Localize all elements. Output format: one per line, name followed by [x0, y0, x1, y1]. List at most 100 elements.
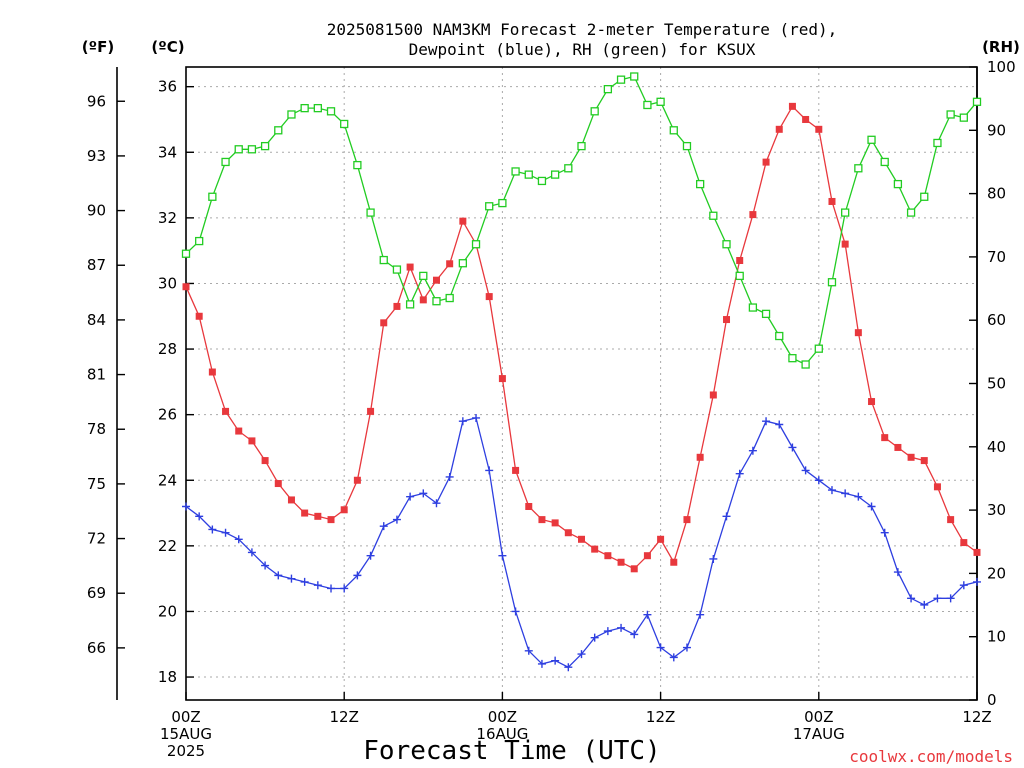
celsius-tick-label: 18: [158, 668, 177, 686]
dewpoint-point: [564, 663, 573, 672]
rh-point: [946, 110, 955, 119]
rh-point: [590, 107, 599, 116]
rh-point: [432, 297, 441, 306]
dewpoint-point: [577, 650, 586, 659]
rh-point: [841, 208, 850, 217]
rh-point: [616, 75, 626, 84]
rh-point: [274, 126, 283, 135]
rh-point: [498, 198, 507, 208]
dewpoint-point: [709, 554, 718, 563]
dewpoint-point: [327, 584, 336, 593]
rh-point: [234, 145, 243, 154]
x-tick-label: 15AUG: [160, 725, 212, 743]
dewpoint-point: [696, 610, 705, 619]
rh-point: [854, 164, 863, 173]
rh-tick-label: 10: [987, 628, 1006, 646]
rh-point: [445, 293, 454, 303]
fahrenheit-tick-label: 78: [87, 420, 106, 438]
rh-point: [287, 110, 296, 119]
x-tick-label: 2025: [167, 742, 205, 760]
celsius-axis-unit: (ºC): [151, 38, 184, 56]
rh-point: [748, 303, 758, 312]
rh-point: [221, 157, 230, 167]
x-tick-label: 12Z: [330, 708, 359, 726]
temperature-point: [208, 368, 216, 376]
gridlines: [186, 67, 977, 700]
temperature-point: [762, 158, 770, 166]
temperature-point: [841, 240, 849, 248]
dewpoint-point: [669, 653, 678, 662]
rh-point: [577, 141, 586, 151]
rh-point: [247, 145, 257, 154]
dewpoint-point: [353, 571, 362, 580]
temperature-point: [933, 483, 941, 491]
dewpoint-point: [261, 561, 270, 570]
temperature-point: [657, 535, 665, 543]
dewpoint-point: [537, 659, 546, 668]
fahrenheit-tick-label: 96: [87, 92, 106, 110]
rh-point: [669, 126, 678, 135]
dewpoint-point: [867, 502, 876, 511]
rh-point: [419, 271, 428, 281]
rh-point: [630, 72, 639, 81]
rh-point: [893, 179, 903, 189]
rh-point: [471, 240, 481, 249]
rh-point: [682, 141, 692, 151]
temperature-point: [591, 545, 599, 553]
temperature-point: [670, 558, 678, 566]
dewpoint-point: [287, 574, 296, 583]
rh-point: [537, 176, 547, 186]
rh-point: [195, 236, 204, 246]
temperature-point: [788, 102, 796, 110]
chart-title-line-1: 2025081500 NAM3KM Forecast 2-meter Tempe…: [327, 20, 838, 39]
rh-point: [972, 97, 982, 106]
temperature-point: [301, 509, 309, 517]
rh-point: [181, 249, 191, 258]
temperature-point: [222, 407, 230, 415]
dewpoint-point: [511, 607, 520, 616]
temperature-point: [419, 296, 427, 304]
rh-point: [392, 265, 402, 274]
fahrenheit-tick-label: 75: [87, 475, 106, 493]
rh-point: [867, 135, 876, 144]
rh-tick-label: 20: [987, 564, 1006, 582]
rh-tick-label: 90: [987, 121, 1006, 139]
dewpoint-point: [920, 600, 929, 609]
dewpoint-point: [973, 577, 981, 586]
x-tick-label: 17AUG: [793, 725, 845, 743]
dewpoint-point: [643, 610, 652, 619]
x-axis-label: Forecast Time (UTC): [363, 736, 660, 766]
fahrenheit-tick-label: 81: [87, 366, 106, 384]
dewpoint-point: [234, 535, 243, 544]
rh-point: [603, 85, 613, 94]
chart-title-line-2: Dewpoint (blue), RH (green) for KSUX: [409, 40, 756, 59]
temperature-point: [894, 443, 902, 451]
dewpoint-point: [379, 522, 388, 531]
celsius-tick-label: 20: [158, 602, 177, 620]
temperature-point: [235, 427, 243, 435]
temperature-point: [538, 516, 546, 524]
x-tick-label: 16AUG: [476, 725, 528, 743]
temperature-point: [960, 539, 968, 547]
rh-point: [300, 103, 309, 113]
rh-point: [458, 259, 468, 268]
temperature-point: [709, 391, 717, 399]
temperature-point: [353, 476, 361, 484]
rh-series-line: [185, 75, 978, 366]
dewpoint-point: [827, 486, 836, 495]
fahrenheit-tick-label: 66: [87, 639, 106, 657]
rh-tick-label: 70: [987, 248, 1006, 266]
temperature-point: [947, 516, 955, 524]
temperature-point: [274, 480, 282, 488]
dewpoint-point: [366, 551, 375, 560]
fahrenheit-tick-label: 69: [87, 584, 106, 602]
rh-point: [353, 160, 362, 170]
temperature-point: [446, 260, 454, 268]
temperature-point: [182, 283, 190, 291]
rh-point: [959, 113, 968, 122]
rh-point: [920, 192, 929, 201]
rh-point: [643, 100, 652, 110]
temperature-point: [261, 457, 269, 465]
rh-tick-label: 100: [987, 58, 1016, 76]
temperature-point: [287, 496, 295, 504]
